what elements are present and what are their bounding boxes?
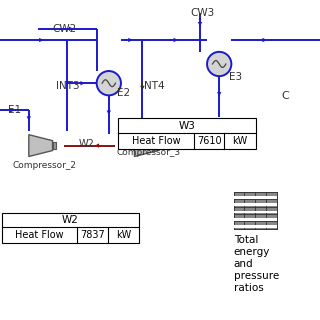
Text: W2: W2 bbox=[62, 215, 79, 225]
Bar bbox=[234, 196, 277, 199]
Text: CW2: CW2 bbox=[53, 24, 77, 34]
Circle shape bbox=[97, 71, 121, 95]
Text: kW: kW bbox=[233, 136, 248, 146]
Text: 7837: 7837 bbox=[80, 230, 105, 240]
Bar bbox=[234, 204, 277, 206]
Bar bbox=[118, 118, 256, 149]
Polygon shape bbox=[29, 135, 52, 156]
Bar bbox=[2, 213, 139, 243]
Text: W2: W2 bbox=[78, 139, 94, 149]
Bar bbox=[158, 142, 162, 149]
Text: kW: kW bbox=[116, 230, 131, 240]
Text: W3: W3 bbox=[190, 139, 206, 149]
Text: CW3: CW3 bbox=[190, 8, 215, 18]
Bar bbox=[234, 192, 277, 229]
Text: Compressor_2: Compressor_2 bbox=[13, 161, 77, 170]
Text: Total
energy
and
pressure
ratios: Total energy and pressure ratios bbox=[234, 235, 279, 293]
Text: W3: W3 bbox=[179, 121, 196, 131]
Bar bbox=[52, 142, 56, 149]
Text: C: C bbox=[282, 91, 289, 101]
Text: 7610: 7610 bbox=[197, 136, 221, 146]
Text: Heat Flow: Heat Flow bbox=[15, 230, 64, 240]
Text: Compressor_3: Compressor_3 bbox=[117, 148, 181, 157]
Bar bbox=[234, 211, 277, 213]
Text: E3: E3 bbox=[229, 72, 242, 82]
Text: INT3: INT3 bbox=[56, 81, 80, 91]
Text: E1: E1 bbox=[8, 105, 21, 115]
Polygon shape bbox=[134, 135, 158, 156]
Text: INT4: INT4 bbox=[141, 81, 164, 91]
Bar bbox=[234, 226, 277, 228]
Text: Heat Flow: Heat Flow bbox=[132, 136, 180, 146]
Bar bbox=[234, 218, 277, 221]
Text: E2: E2 bbox=[117, 88, 130, 98]
Circle shape bbox=[207, 52, 231, 76]
